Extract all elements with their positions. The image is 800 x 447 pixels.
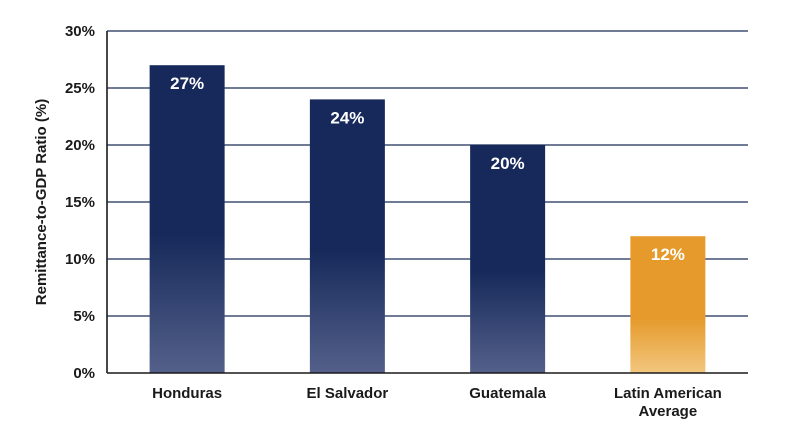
y-tick-label: 15%: [65, 194, 95, 211]
y-tick-label: 5%: [73, 308, 95, 325]
bar: [630, 236, 706, 373]
bar-value-label: 12%: [651, 245, 685, 264]
bar: [470, 145, 546, 373]
x-category-label: Latin American Average: [614, 385, 722, 420]
y-tick-label: 10%: [65, 251, 95, 268]
data-labels: 27% 24% 20% 12%: [170, 74, 685, 264]
bar-value-label: 27%: [170, 74, 204, 93]
bar-value-label: 24%: [330, 108, 364, 127]
y-tick-label: 0%: [73, 365, 95, 382]
x-category-label: Guatemala: [469, 385, 546, 402]
y-axis-ticks: 0% 5% 10% 15% 20% 25% 30%: [65, 23, 95, 382]
y-tick-label: 20%: [65, 137, 95, 154]
y-tick-label: 30%: [65, 23, 95, 40]
bars: [149, 65, 706, 374]
bar-value-label: 20%: [491, 154, 525, 173]
y-axis-label: Remittance-to-GDP Ratio (%): [33, 99, 50, 305]
x-axis-categories: Honduras El Salvador Guatemala Latin Americ…: [152, 385, 722, 420]
bar: [149, 65, 225, 373]
y-tick-label: 25%: [65, 80, 95, 97]
x-category-label: El Salvador: [307, 385, 389, 402]
bar: [309, 99, 385, 374]
x-category-label: Honduras: [152, 385, 222, 402]
